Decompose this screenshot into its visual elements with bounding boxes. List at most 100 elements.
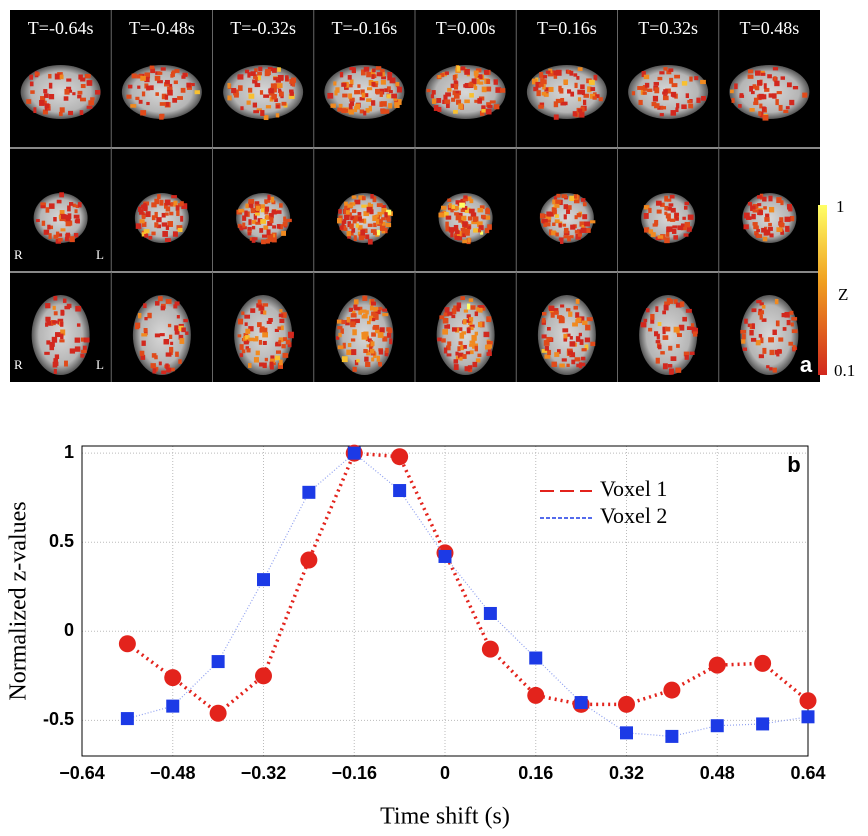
activation-blob (53, 235, 58, 239)
activation-blob (40, 205, 45, 208)
activation-blob (575, 312, 579, 318)
activation-blob (751, 338, 756, 342)
activation-blob (348, 343, 351, 347)
activation-blob (564, 214, 567, 219)
activation-blob (473, 228, 478, 232)
activation-blob (378, 332, 384, 338)
activation-blob (379, 219, 383, 223)
activation-blob (559, 223, 562, 227)
activation-blob (251, 208, 256, 213)
activation-blob (283, 217, 286, 222)
activation-blob (253, 103, 257, 108)
activation-blob (543, 75, 547, 78)
activation-blob (767, 74, 772, 78)
x-axis-label: Time shift (s) (380, 804, 510, 830)
activation-blob (166, 102, 169, 107)
activation-blob (556, 99, 562, 103)
activation-blob (142, 215, 146, 219)
activation-blob (696, 98, 700, 103)
activation-blob (267, 229, 271, 235)
activation-blob (766, 230, 770, 235)
activation-blob (384, 212, 387, 217)
activation-blob (78, 91, 83, 95)
activation-blob (384, 88, 387, 92)
activation-blob (791, 317, 797, 320)
activation-blob (53, 358, 58, 362)
activation-blob (395, 82, 399, 86)
activation-blob (764, 217, 769, 222)
activation-blob (445, 92, 451, 96)
activation-blob (494, 79, 498, 85)
activation-blob (766, 365, 769, 368)
activation-blob (268, 88, 274, 93)
activation-blob (267, 195, 270, 200)
activation-blob (388, 103, 392, 108)
activation-blob (574, 194, 577, 198)
activation-blob (181, 75, 185, 78)
activation-blob (244, 315, 250, 319)
activation-blob (348, 75, 352, 80)
activation-blob (446, 216, 452, 220)
activation-blob (653, 96, 658, 102)
activation-blob (257, 72, 262, 76)
activation-blob (45, 317, 50, 322)
activation-blob (272, 238, 277, 243)
activation-blob (340, 72, 343, 77)
data-point (754, 655, 771, 672)
activation-blob (654, 82, 659, 86)
data-point (164, 669, 181, 686)
activation-blob (437, 338, 442, 342)
activation-blob (471, 335, 476, 341)
series-line (127, 453, 808, 736)
activation-blob (666, 227, 670, 232)
activation-blob (555, 214, 559, 218)
y-tick-label: -0.5 (43, 709, 74, 729)
activation-blob (667, 199, 671, 202)
activation-blob (571, 360, 575, 365)
activation-blob (772, 330, 776, 335)
activation-blob (546, 71, 551, 74)
activation-blob (675, 213, 679, 216)
activation-blob (462, 354, 466, 359)
panel-label: a (800, 352, 813, 377)
activation-blob (675, 368, 681, 373)
activation-blob (556, 194, 560, 198)
activation-blob (363, 111, 366, 116)
activation-blob (542, 318, 545, 323)
activation-blob (758, 94, 763, 100)
activation-blob (35, 72, 40, 75)
activation-blob (567, 89, 571, 93)
activation-blob (391, 94, 397, 99)
activation-blob (560, 316, 564, 321)
activation-blob (265, 358, 268, 361)
activation-blob (60, 311, 64, 316)
activation-blob (80, 98, 86, 102)
activation-blob (666, 232, 669, 237)
activation-blob (459, 341, 463, 345)
activation-blob (734, 83, 738, 89)
activation-blob (582, 348, 587, 351)
activation-blob (174, 325, 178, 330)
activation-blob (486, 215, 491, 219)
activation-blob (763, 206, 767, 209)
activation-blob (648, 328, 652, 332)
activation-blob (469, 209, 475, 214)
activation-blob (60, 322, 63, 327)
activation-blob (643, 92, 647, 95)
activation-blob (641, 322, 647, 327)
activation-blob (749, 86, 753, 92)
activation-blob (248, 199, 254, 204)
activation-blob (748, 202, 752, 206)
activation-blob (768, 337, 774, 342)
activation-blob (655, 306, 658, 312)
activation-blob (563, 338, 567, 341)
activation-blob (248, 88, 252, 93)
activation-blob (765, 214, 769, 218)
orientation-right: L (96, 247, 104, 262)
activation-blob (780, 200, 783, 205)
data-point (802, 710, 815, 723)
activation-blob (542, 312, 546, 315)
activation-blob (654, 220, 658, 225)
activation-blob (49, 83, 52, 89)
activation-blob (740, 330, 746, 334)
